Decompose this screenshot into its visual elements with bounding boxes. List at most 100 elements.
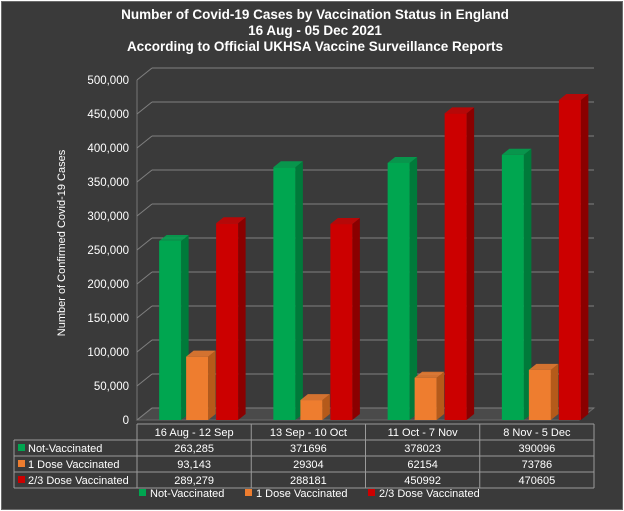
bar-not-vaccinated-3-top xyxy=(501,148,532,155)
y-axis-label: Number of Confirmed Covid-19 Cases xyxy=(56,149,68,336)
bar-not-vaccinated-0-front xyxy=(159,240,182,420)
bar-not-vaccinated-2-top xyxy=(387,156,418,163)
table-cell-value: 73786 xyxy=(522,459,553,471)
legend-key xyxy=(245,489,252,496)
gridline-diagonal xyxy=(136,339,153,353)
category-label: 8 Nov - 5 Dec xyxy=(503,427,571,439)
legend-entry: 1 Dose Vaccinated xyxy=(256,488,348,500)
legend-entry: Not-Vaccinated xyxy=(150,488,224,500)
bar-2-3-dose-vaccinated-2 xyxy=(444,107,475,420)
bar-not-vaccinated-3-side xyxy=(523,148,532,420)
table-series-name: 2/3 Dose Vaccinated xyxy=(28,475,129,487)
bar-not-vaccinated-0 xyxy=(159,234,189,420)
chart-title-line-2: 16 Aug - 05 Dec 2021 xyxy=(248,23,382,38)
table-cell-value: 378023 xyxy=(404,443,441,455)
y-tick-label: 400,000 xyxy=(87,143,129,155)
bar-2-3-dose-vaccinated-2-front xyxy=(444,113,467,420)
bar-not-vaccinated-1-top xyxy=(273,161,303,168)
bar-2-3-dose-vaccinated-0-top xyxy=(216,217,246,224)
table-legend-key xyxy=(18,444,25,451)
table-cell-value: 470605 xyxy=(519,475,556,487)
chart-title-line-1: Number of Covid-19 Cases by Vaccination … xyxy=(121,7,509,22)
y-tick-label: 300,000 xyxy=(87,211,129,223)
bar-not-vaccinated-2 xyxy=(387,156,418,420)
bar-1-dose-vaccinated-0 xyxy=(186,350,216,420)
table-cell-value: 390096 xyxy=(519,443,556,455)
bar-2-3-dose-vaccinated-3-front xyxy=(558,99,581,421)
y-tick-label: 250,000 xyxy=(87,245,129,257)
bar-2-3-dose-vaccinated-1 xyxy=(330,218,360,420)
y-tick-label: 450,000 xyxy=(87,109,129,121)
y-tick-label: 500,000 xyxy=(87,75,129,87)
gridline-diagonal xyxy=(136,135,153,149)
plot-area: 0 50,000 100,000 150,000 200,000 250,000 300,0… xyxy=(87,67,596,427)
gridline-diagonal xyxy=(136,305,153,319)
bar-2-3-dose-vaccinated-3-side xyxy=(580,93,589,421)
bar-not-vaccinated-1-side xyxy=(295,161,303,421)
gridline-diagonal xyxy=(136,271,153,285)
table-cell-value: 371696 xyxy=(290,443,327,455)
table-legend-key xyxy=(18,476,25,483)
legend-key xyxy=(139,489,146,496)
bar-1-dose-vaccinated-3-front xyxy=(528,369,551,420)
table-cell-value: 29304 xyxy=(293,459,324,471)
bar-not-vaccinated-2-side xyxy=(409,156,418,420)
table-series-name: Not-Vaccinated xyxy=(28,443,102,455)
table-cell-value: 288181 xyxy=(290,475,327,487)
bar-not-vaccinated-3-front xyxy=(501,154,524,420)
bar-1-dose-vaccinated-3 xyxy=(528,363,559,420)
table-legend-key xyxy=(18,460,25,467)
bar-not-vaccinated-2-front xyxy=(387,162,410,420)
table-series-name: 1 Dose Vaccinated xyxy=(28,459,120,471)
y-tick-label: 350,000 xyxy=(87,177,129,189)
table-cell-value: 263,285 xyxy=(174,443,214,455)
bar-not-vaccinated-0-top xyxy=(159,234,189,241)
category-label: 16 Aug - 12 Sep xyxy=(155,427,234,439)
data-table: 16 Aug - 12 Sep 13 Sep - 10 Oct 11 Oct - 7… xyxy=(13,423,595,489)
table-cell-value: 93,143 xyxy=(177,459,211,471)
legend-key xyxy=(368,489,375,496)
bar-1-dose-vaccinated-2-side xyxy=(436,371,445,420)
table-cell-value: 450992 xyxy=(404,475,441,487)
y-tick-label: 0 xyxy=(123,415,129,427)
y-tick-label: 200,000 xyxy=(87,279,129,291)
bar-2-3-dose-vaccinated-0-side xyxy=(238,217,246,420)
bar-1-dose-vaccinated-2-front xyxy=(414,377,437,420)
gridline-diagonal xyxy=(136,169,153,183)
bar-2-3-dose-vaccinated-1-side xyxy=(352,218,360,420)
bar-2-3-dose-vaccinated-3 xyxy=(558,93,589,421)
table-cell-value: 289,279 xyxy=(174,475,214,487)
gridline-diagonal xyxy=(136,203,153,217)
y-tick-label: 150,000 xyxy=(87,313,129,325)
bar-1-dose-vaccinated-1-front xyxy=(300,400,323,420)
bar-2-3-dose-vaccinated-2-top xyxy=(444,107,475,114)
bar-1-dose-vaccinated-2-top xyxy=(414,371,445,378)
bar-1-dose-vaccinated-3-top xyxy=(528,363,559,370)
table-cell-value: 62154 xyxy=(407,459,438,471)
bar-1-dose-vaccinated-0-front xyxy=(186,356,209,420)
bar-not-vaccinated-1-front xyxy=(273,167,296,420)
bar-1-dose-vaccinated-0-top xyxy=(186,350,216,357)
bar-2-3-dose-vaccinated-2-side xyxy=(466,107,475,420)
bar-1-dose-vaccinated-1-top xyxy=(300,394,330,401)
bar-2-3-dose-vaccinated-1-top xyxy=(330,218,360,225)
bar-2-3-dose-vaccinated-3-top xyxy=(558,93,589,100)
gridline-diagonal xyxy=(136,237,153,251)
category-label: 13 Sep - 10 Oct xyxy=(270,427,347,439)
bar-1-dose-vaccinated-0-side xyxy=(208,350,216,420)
gridline-diagonal xyxy=(136,67,153,81)
bar-2-3-dose-vaccinated-0 xyxy=(216,217,246,420)
bar-1-dose-vaccinated-3-side xyxy=(550,363,559,420)
bar-1-dose-vaccinated-1 xyxy=(300,394,330,420)
bar-1-dose-vaccinated-1-side xyxy=(322,394,330,420)
bar-2-3-dose-vaccinated-1-front xyxy=(330,224,353,420)
gridline-diagonal xyxy=(136,373,153,387)
y-tick-label: 50,000 xyxy=(94,381,129,393)
gridline-diagonal xyxy=(136,407,153,421)
legend-entry: 2/3 Dose Vaccinated xyxy=(379,488,480,500)
bar-2-3-dose-vaccinated-0-front xyxy=(216,223,239,420)
bar-not-vaccinated-3 xyxy=(501,148,532,420)
legend: Not-Vaccinated 1 Dose Vaccinated 2/3 Dose … xyxy=(139,488,480,500)
